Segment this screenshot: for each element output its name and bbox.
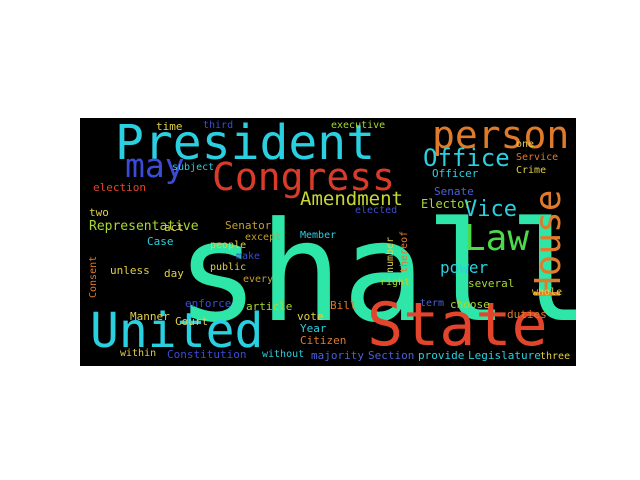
word: person: [432, 118, 570, 157]
word: several: [468, 277, 515, 290]
word: executive: [331, 120, 386, 131]
word: provide: [418, 349, 465, 362]
word: majority: [311, 349, 364, 362]
word: act: [164, 221, 184, 234]
word: enforce: [185, 297, 232, 310]
word: Elector: [421, 197, 472, 211]
word: Crime: [516, 165, 547, 176]
word: Senate: [434, 185, 474, 198]
word: Manner: [130, 310, 170, 323]
word: unless: [110, 264, 150, 277]
word: thereof: [399, 230, 410, 273]
word: President: [115, 118, 376, 171]
word: Member: [300, 230, 337, 241]
word: number: [385, 236, 396, 273]
word: day: [164, 267, 184, 280]
word: Bill: [330, 299, 357, 312]
word: two: [89, 206, 109, 219]
word: subject: [172, 162, 215, 173]
word: Office: [423, 144, 510, 172]
word: Service: [516, 152, 559, 163]
word: Section: [368, 349, 415, 362]
word: every: [243, 274, 274, 285]
word: shall: [176, 192, 576, 353]
word: without: [262, 349, 305, 360]
word: Case: [147, 235, 174, 248]
word: article: [246, 300, 293, 313]
word: public: [210, 262, 247, 273]
word: Representative: [89, 219, 199, 234]
word: except: [245, 232, 282, 243]
word: whole: [532, 287, 563, 298]
word: House: [528, 189, 569, 298]
word: Senator: [225, 219, 272, 232]
word: vote: [297, 310, 324, 323]
word: elected: [355, 205, 398, 216]
word: people: [210, 240, 247, 251]
word: within: [120, 348, 157, 359]
word: United: [90, 303, 264, 359]
word: may: [125, 146, 185, 185]
word: Consent: [88, 255, 99, 298]
word: time: [156, 120, 183, 133]
word: make: [236, 251, 261, 262]
word: Year: [300, 322, 327, 335]
word: power: [440, 258, 489, 277]
word: election: [93, 181, 146, 194]
word: Amendment: [300, 188, 403, 210]
word: Constitution: [167, 348, 247, 361]
word: Vice: [464, 197, 517, 222]
word: State: [367, 290, 548, 360]
word: one: [516, 139, 535, 150]
word: duties: [507, 308, 547, 321]
word-cloud: shall State United President person Cong…: [80, 118, 576, 366]
word: Congress: [212, 155, 396, 199]
word: three: [540, 351, 571, 362]
word: Law: [464, 218, 530, 259]
word: Officer: [432, 167, 479, 180]
word: term: [420, 298, 445, 309]
word: Court: [175, 315, 209, 328]
word: right: [380, 277, 411, 288]
word: Citizen: [300, 334, 347, 347]
word: Legislature: [468, 349, 541, 362]
word: choose: [450, 298, 490, 311]
word: third: [203, 120, 234, 131]
